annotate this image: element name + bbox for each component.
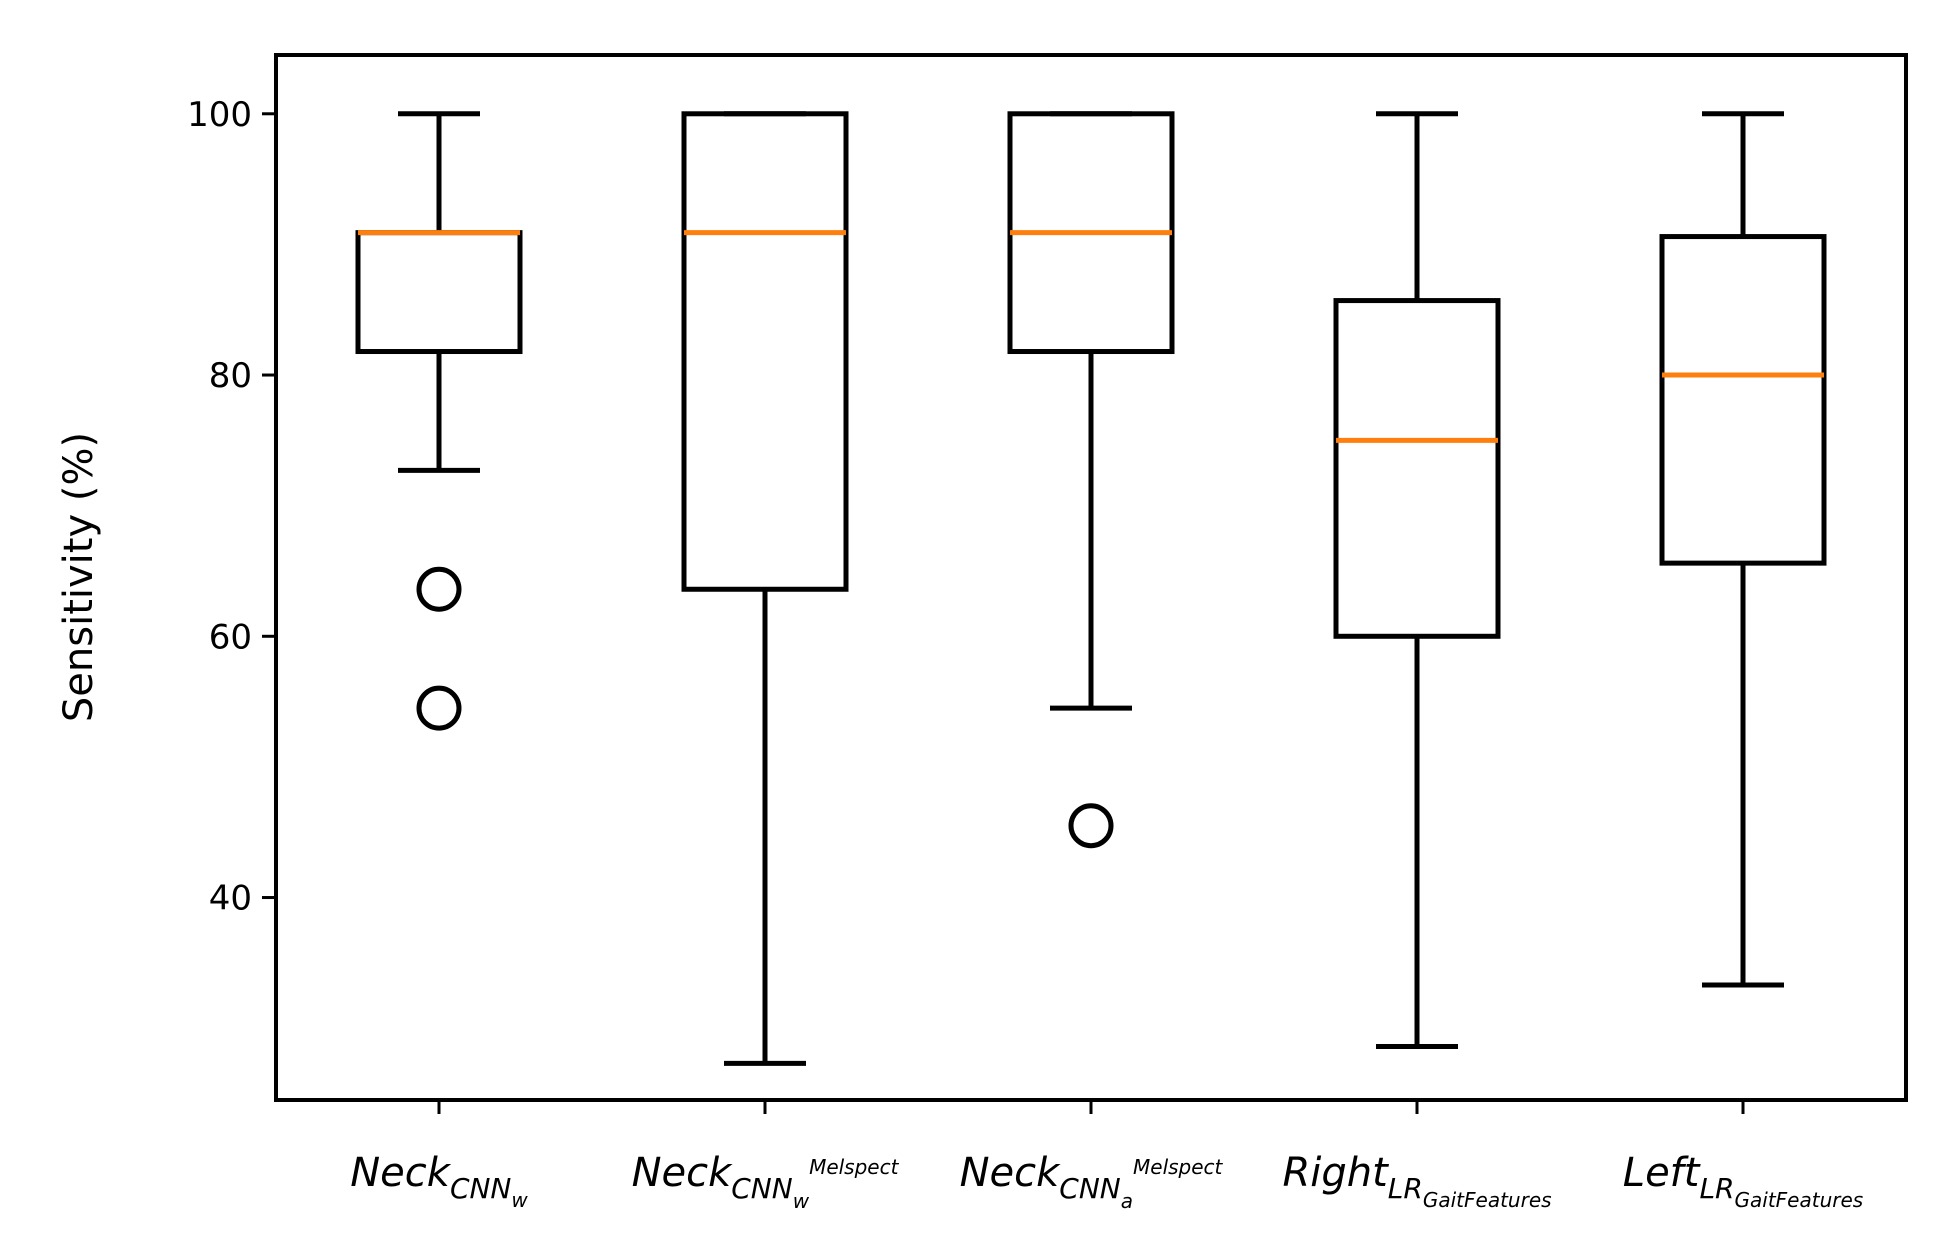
x-tick-label: RightLRGaitFeatures xyxy=(1282,1150,1551,1212)
x-axis: NeckCNNw NeckCNNwMelspect NeckCNNaMelspect… xyxy=(350,1100,1863,1213)
x-tick-label: LeftLRGaitFeatures xyxy=(1623,1150,1863,1212)
box-4 xyxy=(1333,111,1501,1049)
plot-frame xyxy=(274,53,1908,1102)
y-tick-label: 100 xyxy=(187,95,252,135)
y-tick-label: 80 xyxy=(209,356,252,396)
iqr-box xyxy=(681,111,849,592)
outlier-point xyxy=(416,685,462,731)
outlier-point xyxy=(1068,803,1114,849)
box-1 xyxy=(355,111,523,731)
iqr-box xyxy=(1659,234,1827,566)
box-3 xyxy=(1007,111,1175,849)
y-axis: 40 60 80 100 xyxy=(187,95,276,919)
iqr-box xyxy=(1333,298,1501,639)
box-5 xyxy=(1659,111,1827,988)
box-2 xyxy=(681,111,849,1066)
x-tick-label: NeckCNNwMelspect xyxy=(632,1150,900,1213)
y-tick-label: 40 xyxy=(209,879,252,919)
outlier-point xyxy=(416,566,462,612)
y-axis-label: Sensitivity (%) xyxy=(56,432,102,722)
y-tick-label: 60 xyxy=(209,617,252,657)
x-tick-label: NeckCNNaMelspect xyxy=(960,1150,1224,1213)
x-tick-label: NeckCNNw xyxy=(350,1150,528,1212)
boxes-layer xyxy=(355,111,1827,1066)
iqr-box xyxy=(355,230,523,355)
